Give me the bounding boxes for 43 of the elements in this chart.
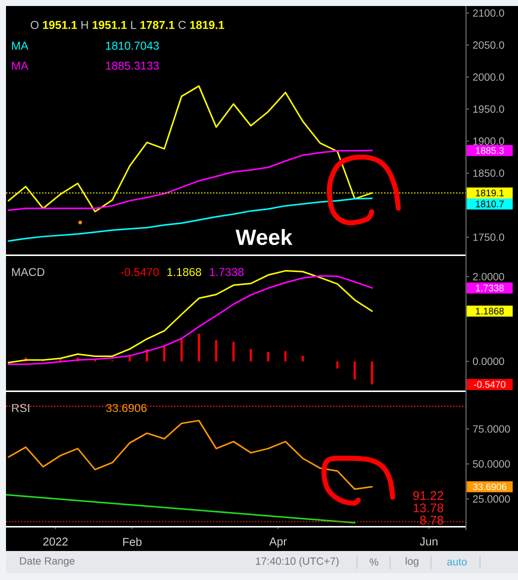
text: 1.1868: [476, 308, 504, 314]
y-tick-label: 50.0000: [472, 460, 510, 468]
annotation: -0.5470: [120, 268, 159, 276]
y-tick-label: 1900.0: [473, 137, 504, 145]
text: Date Range: [20, 557, 75, 567]
text: MA: [12, 42, 28, 50]
text: MACD: [12, 268, 44, 276]
text: 17:40:10 (UTC+7): [256, 557, 339, 567]
annotation: 1885.3133: [106, 62, 159, 70]
y-tick-label: 1750.0: [473, 234, 504, 241]
x-tick-label: Apr: [269, 538, 287, 548]
y-tick-label: 0.0000: [472, 358, 504, 366]
text: RSI: [12, 404, 30, 412]
annotation: 1.1868: [167, 268, 202, 276]
text: %: [370, 558, 378, 566]
x-tick-label: Jun: [420, 538, 438, 546]
text: auto: [447, 558, 467, 566]
annotation: 91.22: [413, 491, 444, 500]
text: log: [406, 557, 418, 567]
y-tick-label: 1950.0: [473, 105, 504, 113]
y-tick-label: 2100.0: [473, 9, 504, 17]
y-tick-label: 2.0000: [473, 273, 504, 280]
text: 1885.3: [476, 147, 504, 154]
y-tick-label: 75.0000: [473, 425, 510, 433]
text: 1.7338: [476, 284, 504, 292]
annotation: O 1951.1 H 1951.1 L 1787.1 C 1819.1: [30, 20, 224, 30]
y-tick-label: 2000.0: [473, 73, 504, 81]
ref-line-label: 8.78: [420, 516, 444, 525]
annotation: Week: [236, 228, 292, 246]
annotation: 1810.7043: [106, 42, 159, 50]
x-tick-label: 2022: [43, 538, 68, 546]
y-tick-label: 2050.0: [473, 41, 504, 49]
text: 33.6906: [472, 483, 506, 490]
annotation: 1.7338: [210, 268, 244, 276]
text: -0.5470: [474, 381, 506, 388]
ref-line-label: 1819.1: [476, 190, 504, 196]
x-tick-label: Feb: [123, 538, 142, 546]
text: 1810.7: [476, 200, 504, 208]
text: MA: [12, 62, 28, 70]
annotation: 13.78: [414, 503, 444, 512]
y-tick-label: 25.0000: [473, 495, 510, 503]
annotation: 33.6906: [106, 404, 147, 412]
y-tick-label: 1850.0: [473, 169, 504, 177]
